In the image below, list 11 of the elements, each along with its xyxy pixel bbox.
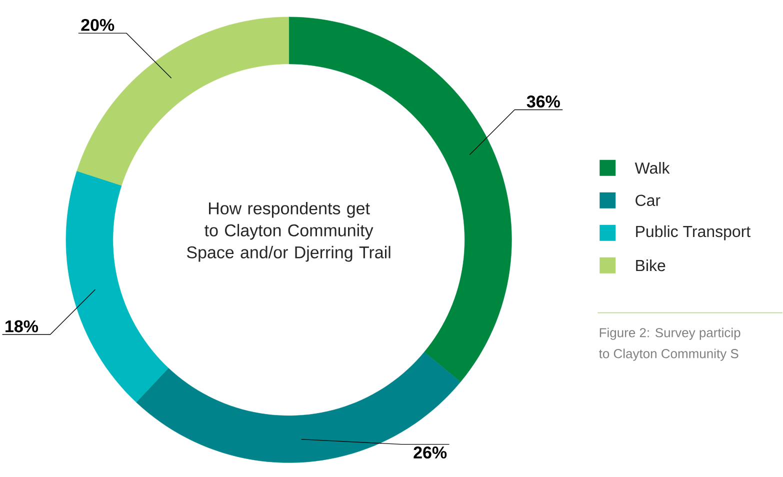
- legend-label: Walk: [634, 162, 670, 174]
- legend-label: Bike: [636, 260, 666, 272]
- caption: Figure 2: Survey particip: [600, 328, 740, 340]
- text: How respondents get to Clayton Community Space and/or Djerring Trail: [186, 202, 390, 262]
- text: to Clayton Community S: [599, 348, 738, 361]
- legend-label: Car: [636, 194, 660, 206]
- legend-label: Public Transport: [636, 226, 750, 240]
- data-label: 20%: [81, 19, 114, 32]
- data-label: 26%: [414, 446, 447, 459]
- data-label: 18%: [6, 320, 38, 332]
- data-label: 36%: [526, 96, 560, 108]
